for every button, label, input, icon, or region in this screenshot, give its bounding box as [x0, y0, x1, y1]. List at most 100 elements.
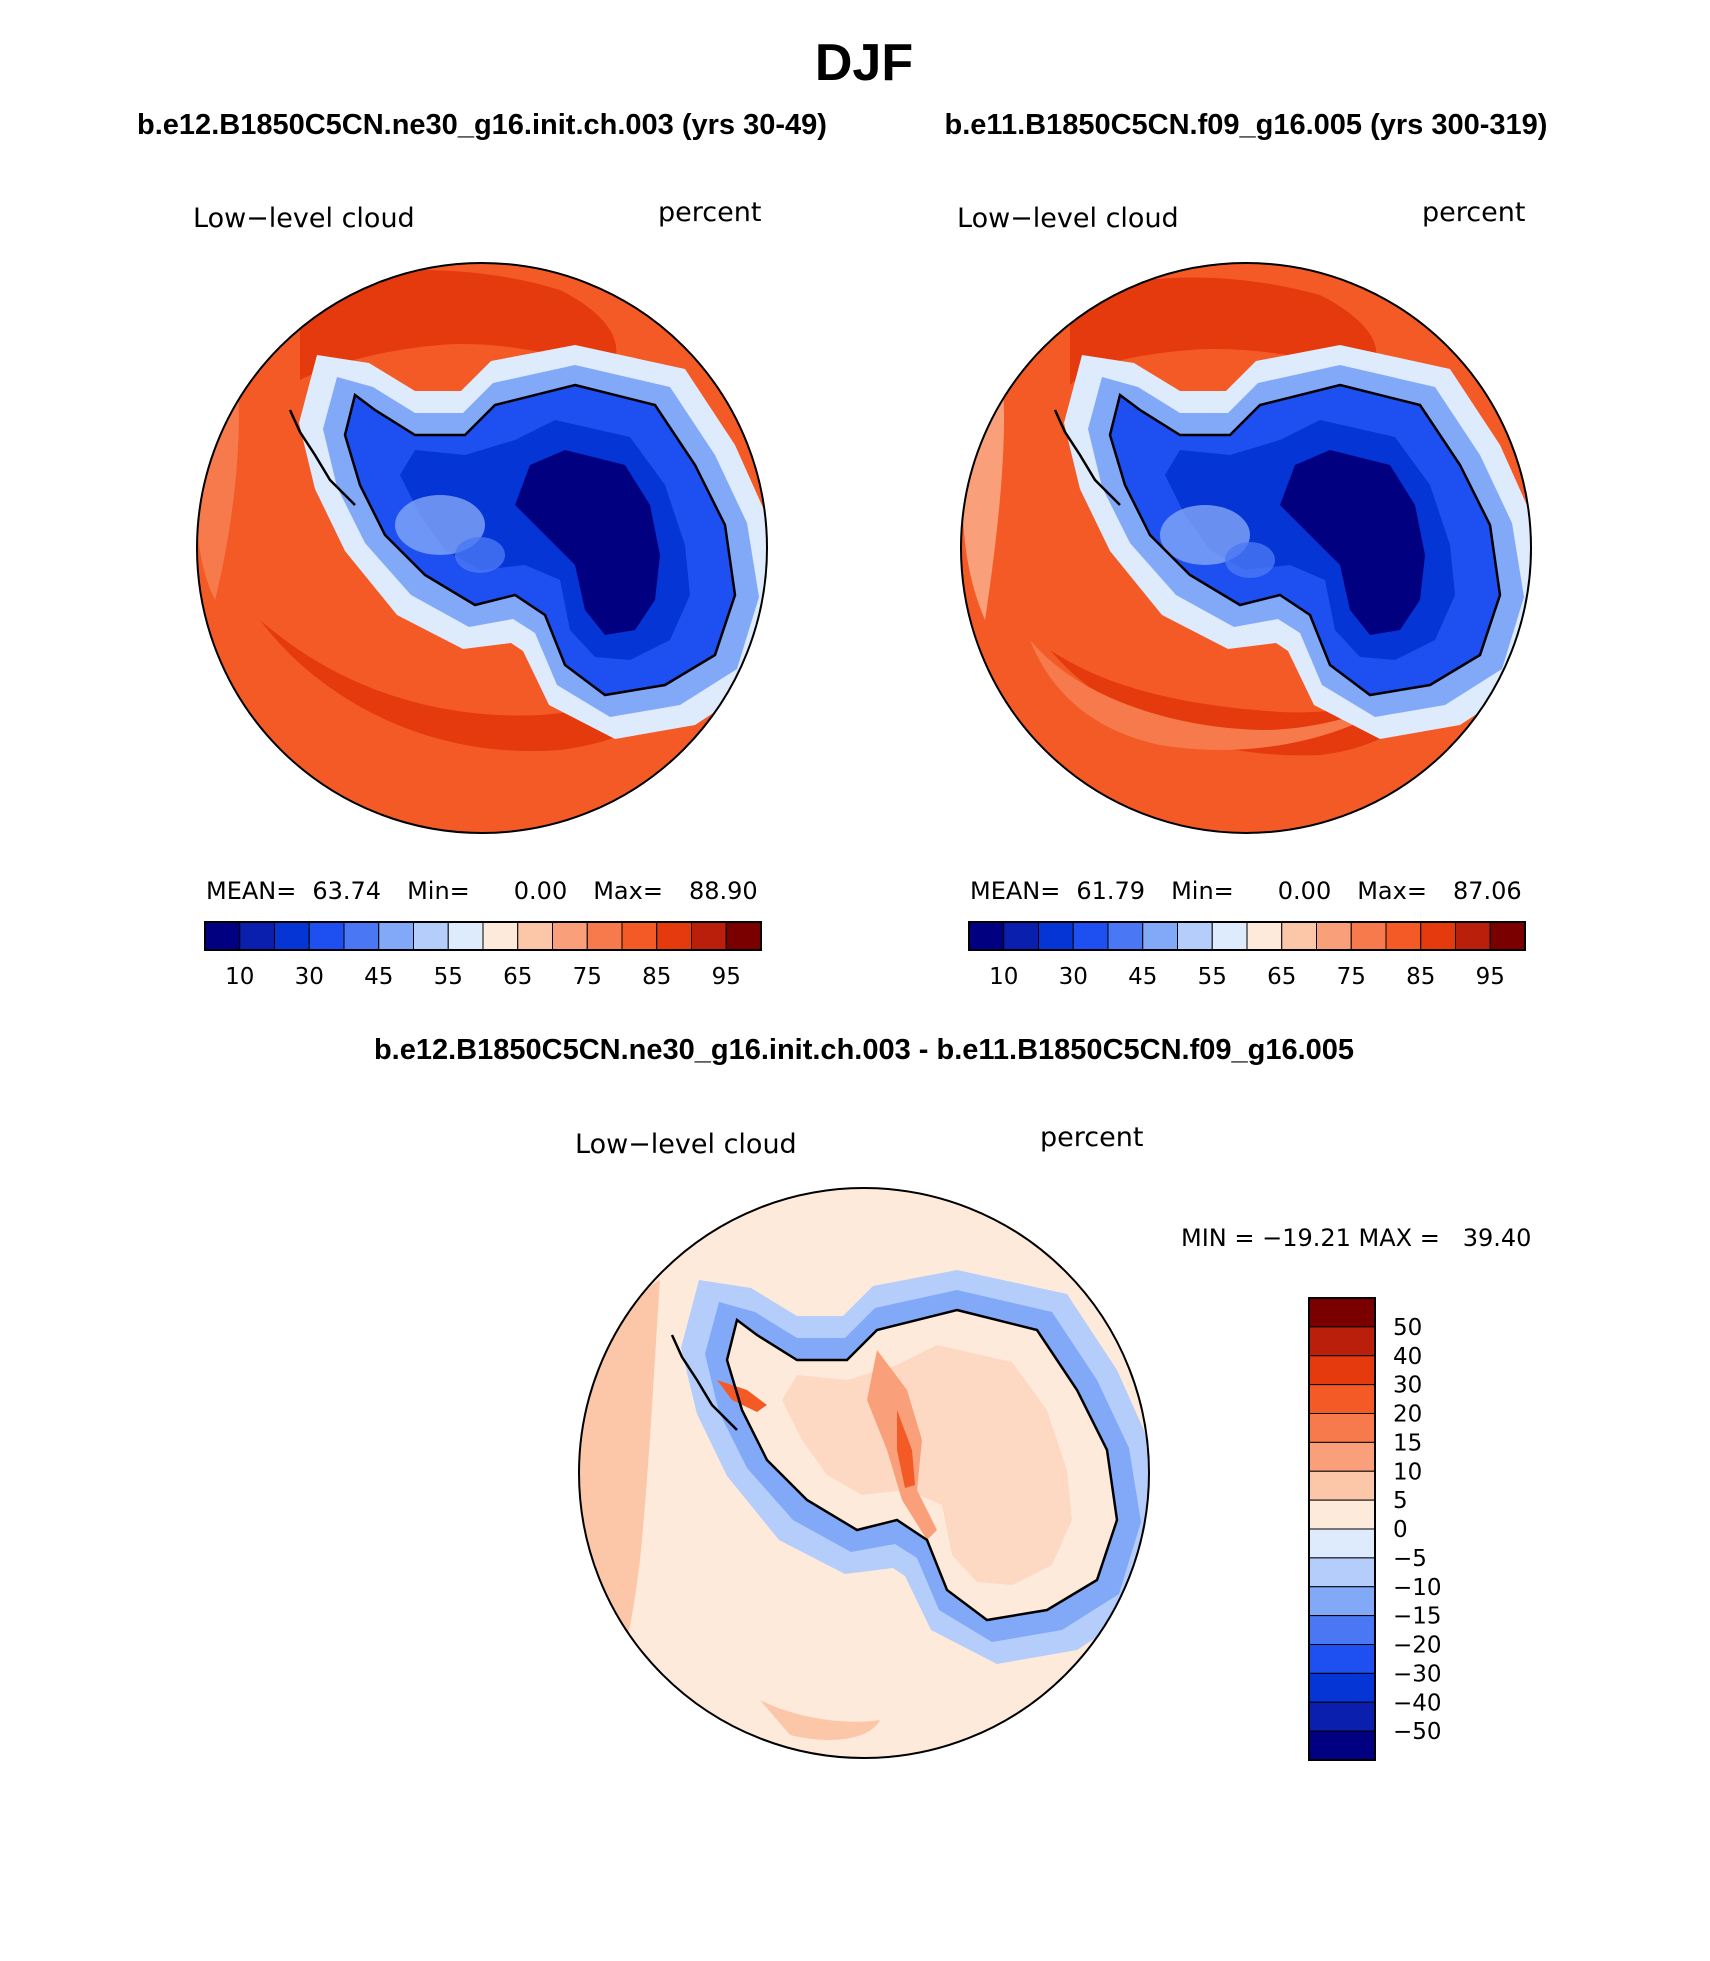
colorbar-tick-label: 95 [712, 964, 741, 990]
colorbar-tick-label: 30 [1393, 1373, 1422, 1399]
panel-right-stats: MEAN= 61.79 Min= 0.00 Max= 87.06 [970, 877, 1522, 905]
colorbar-right: 10 30 45 55 65 75 85 95 [968, 921, 1526, 990]
map-right-boundary [960, 262, 1532, 834]
map-right-ocean-band-ring [1030, 640, 1400, 750]
colorbar-tick-label: 10 [989, 964, 1018, 990]
map-diff [579, 1188, 1149, 1758]
colorbar-tick-label: 65 [1267, 964, 1296, 990]
colorbar-swatch [1246, 921, 1283, 951]
colorbar-swatch [517, 921, 553, 951]
panel-right-units-label: percent [1422, 197, 1525, 228]
colorbar-swatch [1308, 1730, 1376, 1761]
colorbar-swatch [1455, 921, 1491, 951]
colorbar-swatch [1308, 1499, 1376, 1530]
colorbar-swatch [1308, 1413, 1376, 1443]
colorbar-swatch [1385, 921, 1422, 951]
colorbar-tick-label: 20 [1393, 1402, 1422, 1428]
colorbar-tick-label: −40 [1393, 1690, 1442, 1716]
colorbar-tick-label: 85 [642, 964, 671, 990]
colorbar-swatch [1316, 921, 1352, 951]
map-diff-pos-south [760, 1700, 880, 1740]
colorbar-tick-label: −5 [1393, 1546, 1427, 1572]
colorbar-tick-label: 30 [1059, 964, 1088, 990]
colorbar-swatch [1107, 921, 1144, 951]
colorbar-tick-label: 85 [1406, 964, 1435, 990]
colorbar-tick-label: 55 [1198, 964, 1227, 990]
map-left-ocean-band-north [300, 270, 617, 380]
colorbar-swatch [1177, 921, 1213, 951]
colorbar-swatch [725, 921, 762, 951]
colorbar-swatch [1308, 1644, 1376, 1674]
colorbar-swatch [1072, 921, 1109, 951]
colorbar-tick-label: 15 [1393, 1430, 1422, 1456]
colorbar-swatch [1489, 921, 1526, 951]
page-title: DJF [815, 34, 913, 92]
colorbar-swatch [239, 921, 275, 951]
colorbar-tick-label: 10 [225, 964, 254, 990]
colorbar-swatch [413, 921, 449, 951]
map-diff-peninsula-pos [717, 1380, 767, 1412]
colorbar-tick-label: 50 [1393, 1315, 1422, 1341]
colorbar-swatch [482, 921, 519, 951]
colorbar-tick-label: 0 [1393, 1517, 1408, 1543]
colorbar-tick-label: −50 [1393, 1719, 1442, 1745]
colorbar-swatch [968, 921, 1005, 951]
colorbar-swatch [1211, 921, 1248, 951]
diff-min-max: MIN = −19.21 MAX = 39.40 [1181, 1224, 1531, 1252]
colorbar-left: 10 30 45 55 65 75 85 95 [204, 921, 762, 990]
colorbar-swatch [1350, 921, 1387, 951]
colorbar-swatch [1308, 1441, 1376, 1472]
colorbar-tick-label: −10 [1393, 1575, 1442, 1601]
map-left-peninsula [288, 409, 356, 506]
colorbar-tick-label: 95 [1476, 964, 1505, 990]
colorbar-swatch [621, 921, 658, 951]
colorbar-swatch [656, 921, 692, 951]
panel-left-stats: MEAN= 63.74 Min= 0.00 Max= 88.90 [206, 877, 758, 905]
panel-right: Low−level cloud percent MEAN= 61.79 Min= 0.… [957, 197, 1532, 990]
colorbar-swatch [447, 921, 484, 951]
colorbar-tick-label: 65 [503, 964, 532, 990]
map-diff-ridge-core [897, 1410, 915, 1488]
panel-left-variable-label: Low−level cloud [193, 203, 415, 234]
colorbar-frame [1308, 1297, 1376, 1761]
map-left-ice-patch-2 [455, 537, 505, 573]
panel-left: Low−level cloud percent MEAN= 63.74 Min= 0. [193, 197, 768, 990]
colorbar-swatch [1308, 1384, 1376, 1414]
colorbar-swatch [204, 921, 241, 951]
colorbar-tick-label: 55 [434, 964, 463, 990]
colorbar-tick-label: 30 [295, 964, 324, 990]
map-left [197, 263, 767, 833]
panel-right-case-title: b.e11.B1850C5CN.f09_g16.005 (yrs 300-319… [945, 109, 1548, 141]
colorbar-swatch [1142, 921, 1178, 951]
map-diff-peninsula [670, 1334, 738, 1431]
panel-left-units-label: percent [658, 197, 761, 228]
map-right-ice-patch [1160, 505, 1250, 565]
colorbar-swatch [586, 921, 623, 951]
colorbar-swatch [1308, 1615, 1376, 1645]
colorbar-swatch [1308, 1528, 1376, 1559]
colorbar-tick-label: −30 [1393, 1661, 1442, 1687]
colorbar-swatch [1038, 921, 1074, 951]
colorbar-tick-label: 75 [573, 964, 602, 990]
colorbar-swatch [1003, 921, 1039, 951]
map-diff-boundary [578, 1187, 1150, 1759]
diff-variable-label: Low−level cloud [575, 1129, 797, 1160]
colorbar-tick-label: 10 [1393, 1459, 1422, 1485]
colorbar-swatch [1308, 1557, 1376, 1588]
colorbar-tick-label: −20 [1393, 1633, 1442, 1659]
colorbar-swatch [1308, 1470, 1376, 1501]
colorbar-swatch [1308, 1355, 1376, 1386]
map-right-ocean-band-north [1070, 277, 1377, 385]
map-right-ocean-band-south [1050, 650, 1440, 756]
colorbar-tick-label: −15 [1393, 1604, 1442, 1630]
map-left-ice-patch [395, 495, 485, 555]
colorbar-swatch [552, 921, 588, 951]
colorbar-frame [968, 921, 1526, 951]
colorbar-swatch [1308, 1672, 1376, 1703]
map-right [961, 263, 1531, 833]
colorbar-frame [204, 921, 762, 951]
colorbar-tick-label: 5 [1393, 1488, 1408, 1514]
colorbar-swatch [1281, 921, 1317, 951]
